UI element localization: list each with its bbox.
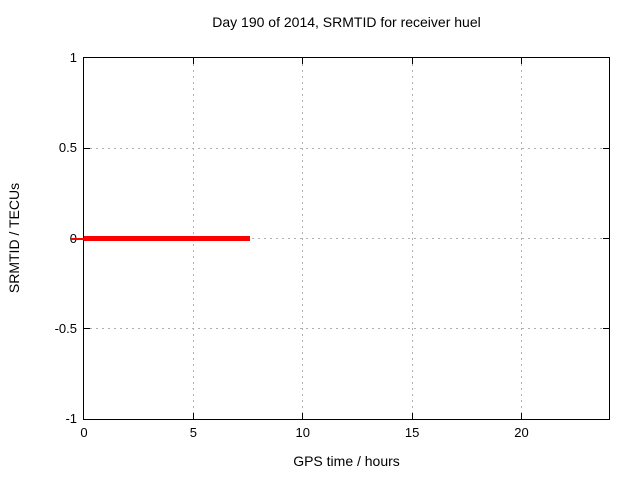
y-tick-right <box>603 147 609 149</box>
gridline-y-0.5 <box>84 147 609 149</box>
x-tick-top <box>521 58 522 64</box>
y-tick-left <box>84 147 90 149</box>
y-tick-right <box>603 328 609 330</box>
x-tick-bottom <box>192 413 194 419</box>
x-tick-bottom <box>302 413 304 419</box>
x-tick-top <box>411 58 413 64</box>
y-tick-label: 1 <box>69 50 77 65</box>
plot-area <box>71 57 610 420</box>
x-axis-label: GPS time / hours <box>293 453 400 469</box>
x-tick-label: 20 <box>514 425 529 440</box>
chart-title: Day 190 of 2014, SRMTID for receiver hue… <box>212 14 481 30</box>
y-tick-label: -1 <box>65 411 77 426</box>
y-tick-label: -0.5 <box>54 320 77 336</box>
x-tick-top <box>302 58 304 64</box>
gridline-y--0.5 <box>84 328 609 330</box>
x-tick-label: 5 <box>189 425 197 440</box>
y-tick-right <box>603 238 609 239</box>
x-tick-bottom <box>411 413 413 419</box>
y-tick-left <box>84 328 90 330</box>
x-tick-label: 15 <box>404 425 420 440</box>
x-tick-label: 0 <box>80 425 88 440</box>
x-tick-top <box>192 58 194 64</box>
y-tick-label: 0.5 <box>58 140 77 156</box>
x-tick-label: 10 <box>295 425 310 440</box>
series-line-SRMTID <box>84 236 251 241</box>
gridline-y-0 <box>84 238 609 239</box>
series-line-axis-overhang <box>71 237 84 240</box>
y-tick-label: 0 <box>0 230 77 247</box>
x-tick-bottom <box>521 413 522 419</box>
